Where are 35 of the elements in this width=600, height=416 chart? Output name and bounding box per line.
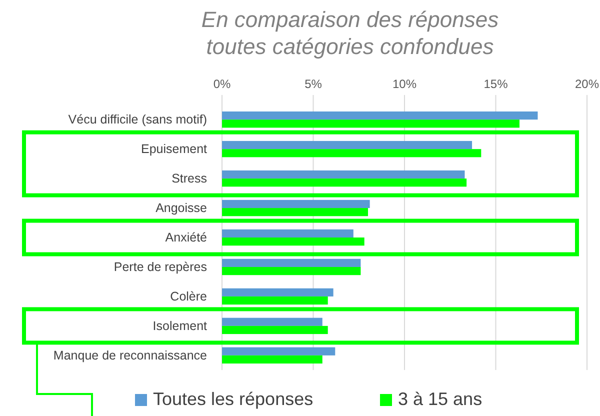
y-tick-label: Perte de repères bbox=[114, 260, 207, 274]
bar bbox=[222, 170, 465, 179]
legend-label: 3 à 15 ans bbox=[398, 389, 482, 409]
bar bbox=[222, 140, 472, 150]
bar bbox=[222, 238, 364, 246]
bar bbox=[222, 200, 370, 208]
bar bbox=[222, 318, 322, 326]
bar bbox=[222, 149, 482, 158]
bar bbox=[222, 347, 336, 356]
bar bbox=[222, 355, 322, 364]
x-tick-label: 20% bbox=[574, 77, 600, 91]
x-tick-label: 0% bbox=[213, 77, 231, 91]
bar bbox=[222, 288, 334, 296]
bar bbox=[222, 326, 328, 334]
bar bbox=[222, 111, 538, 120]
x-tick-label: 10% bbox=[392, 77, 417, 91]
bar bbox=[222, 296, 328, 305]
y-tick-label: Angoisse bbox=[156, 201, 208, 216]
bar bbox=[222, 120, 520, 128]
y-tick-label: Colère bbox=[170, 289, 208, 304]
y-tick-label: Stress bbox=[172, 172, 207, 186]
y-tick-label: Manque de reconnaissance bbox=[53, 348, 208, 362]
y-tick-label: Isolement bbox=[152, 318, 208, 333]
x-tick-label: 15% bbox=[484, 77, 508, 91]
y-tick-label: Anxiété bbox=[165, 230, 208, 244]
bar bbox=[222, 258, 361, 267]
bar bbox=[222, 229, 354, 238]
bar bbox=[222, 266, 361, 276]
y-tick-label: Vécu difficile (sans motif) bbox=[68, 112, 207, 127]
y-tick-label: Epuisement bbox=[140, 142, 208, 156]
chart-title: En comparaison des réponses toutes catégories confondues bbox=[201, 7, 499, 59]
bar bbox=[222, 208, 368, 216]
x-tick-label: 5% bbox=[304, 77, 322, 91]
legend-label: Toutes les réponses bbox=[153, 389, 314, 409]
bar bbox=[222, 178, 467, 187]
